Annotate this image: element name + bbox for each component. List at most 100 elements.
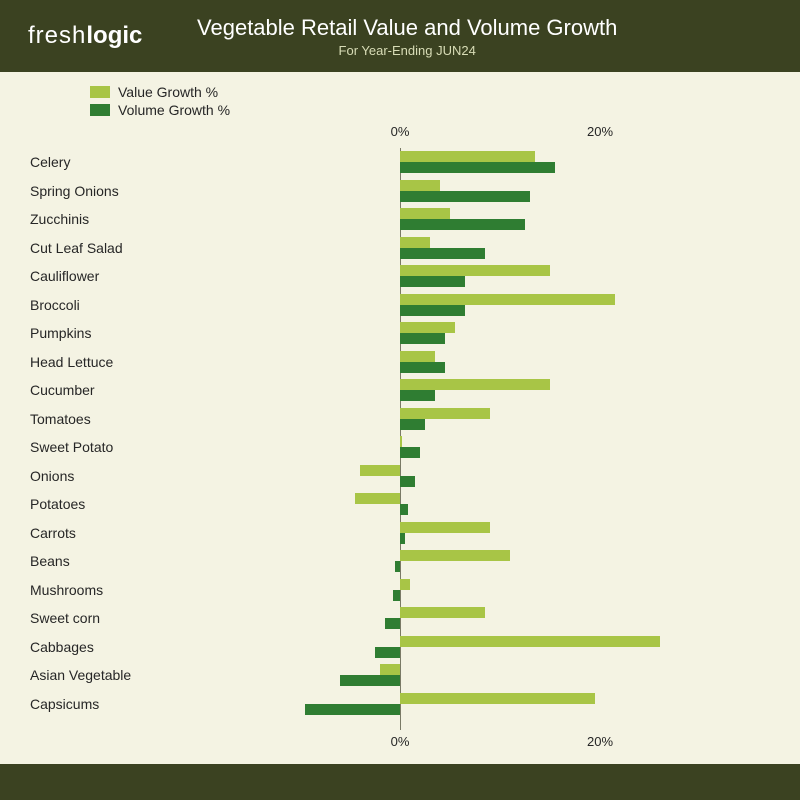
value-bar bbox=[400, 265, 550, 276]
chart-title: Vegetable Retail Value and Volume Growth bbox=[142, 15, 672, 41]
value-bar bbox=[400, 379, 550, 390]
row-bars bbox=[30, 664, 770, 686]
legend-label: Value Growth % bbox=[118, 84, 218, 100]
volume-bar bbox=[400, 276, 465, 287]
volume-bar bbox=[400, 219, 525, 230]
row-bars bbox=[30, 180, 770, 202]
value-bar bbox=[400, 693, 595, 704]
value-bar bbox=[360, 465, 400, 476]
value-bar bbox=[400, 322, 455, 333]
volume-bar bbox=[305, 704, 400, 715]
header: freshlogic Vegetable Retail Value and Vo… bbox=[0, 0, 800, 72]
volume-bar bbox=[400, 504, 408, 515]
volume-bar bbox=[395, 561, 400, 572]
row-bars bbox=[30, 493, 770, 515]
row-bars bbox=[30, 579, 770, 601]
axis-tick-label: 0% bbox=[391, 124, 410, 139]
title-block: Vegetable Retail Value and Volume Growth… bbox=[142, 15, 672, 58]
data-row: Head Lettuce bbox=[30, 348, 770, 377]
row-bars bbox=[30, 436, 770, 458]
value-bar bbox=[400, 151, 535, 162]
data-row: Capsicums bbox=[30, 690, 770, 719]
data-row: Cucumber bbox=[30, 376, 770, 405]
data-row: Broccoli bbox=[30, 291, 770, 320]
data-row: Cut Leaf Salad bbox=[30, 234, 770, 263]
volume-bar bbox=[393, 590, 400, 601]
data-row: Asian Vegetable bbox=[30, 661, 770, 690]
row-bars bbox=[30, 151, 770, 173]
volume-bar bbox=[400, 476, 415, 487]
row-bars bbox=[30, 294, 770, 316]
row-bars bbox=[30, 636, 770, 658]
value-bar bbox=[400, 550, 510, 561]
volume-bar bbox=[400, 390, 435, 401]
volume-bar bbox=[400, 447, 420, 458]
axis-bottom: 0% 20% bbox=[30, 734, 770, 754]
value-bar bbox=[380, 664, 400, 675]
footer-bar bbox=[0, 764, 800, 800]
data-row: Mushrooms bbox=[30, 576, 770, 605]
row-bars bbox=[30, 208, 770, 230]
brand-logo: freshlogic bbox=[28, 22, 142, 50]
axis-tick-label: 0% bbox=[391, 734, 410, 749]
value-bar bbox=[400, 237, 430, 248]
data-row: Sweet corn bbox=[30, 604, 770, 633]
data-row: Zucchinis bbox=[30, 205, 770, 234]
volume-bar bbox=[340, 675, 400, 686]
row-bars bbox=[30, 550, 770, 572]
brand-light: fresh bbox=[28, 22, 86, 49]
data-row: Potatoes bbox=[30, 490, 770, 519]
brand-bold: logic bbox=[86, 22, 142, 49]
data-row: Carrots bbox=[30, 519, 770, 548]
value-bar bbox=[400, 208, 450, 219]
data-row: Cabbages bbox=[30, 633, 770, 662]
row-bars bbox=[30, 237, 770, 259]
volume-bar bbox=[400, 248, 485, 259]
row-bars bbox=[30, 465, 770, 487]
row-bars bbox=[30, 522, 770, 544]
row-bars bbox=[30, 351, 770, 373]
value-bar bbox=[400, 579, 410, 590]
chart-area: CelerySpring OnionsZucchinisCut Leaf Sal… bbox=[30, 148, 770, 730]
volume-bar bbox=[400, 305, 465, 316]
value-bar bbox=[400, 436, 402, 447]
data-row: Onions bbox=[30, 462, 770, 491]
row-bars bbox=[30, 408, 770, 430]
volume-bar bbox=[400, 191, 530, 202]
data-row: Cauliflower bbox=[30, 262, 770, 291]
value-bar bbox=[400, 408, 490, 419]
legend-swatch bbox=[90, 86, 110, 98]
volume-bar bbox=[375, 647, 400, 658]
row-bars bbox=[30, 322, 770, 344]
chart-subtitle: For Year-Ending JUN24 bbox=[142, 43, 672, 58]
data-row: Pumpkins bbox=[30, 319, 770, 348]
axis-tick-label: 20% bbox=[587, 734, 613, 749]
data-row: Celery bbox=[30, 148, 770, 177]
value-bar bbox=[400, 607, 485, 618]
row-bars bbox=[30, 693, 770, 715]
legend-item: Value Growth % bbox=[90, 84, 800, 100]
value-bar bbox=[355, 493, 400, 504]
value-bar bbox=[400, 351, 435, 362]
legend: Value Growth % Volume Growth % bbox=[0, 72, 800, 124]
row-bars bbox=[30, 607, 770, 629]
volume-bar bbox=[400, 162, 555, 173]
axis-tick-label: 20% bbox=[587, 124, 613, 139]
legend-label: Volume Growth % bbox=[118, 102, 230, 118]
data-row: Spring Onions bbox=[30, 177, 770, 206]
value-bar bbox=[400, 180, 440, 191]
data-row: Beans bbox=[30, 547, 770, 576]
legend-swatch bbox=[90, 104, 110, 116]
value-bar bbox=[400, 294, 615, 305]
volume-bar bbox=[400, 419, 425, 430]
row-bars bbox=[30, 265, 770, 287]
volume-bar bbox=[400, 362, 445, 373]
data-row: Sweet Potato bbox=[30, 433, 770, 462]
volume-bar bbox=[385, 618, 400, 629]
volume-bar bbox=[400, 533, 405, 544]
value-bar bbox=[400, 522, 490, 533]
chart-frame: freshlogic Vegetable Retail Value and Vo… bbox=[0, 0, 800, 800]
value-bar bbox=[400, 636, 660, 647]
data-row: Tomatoes bbox=[30, 405, 770, 434]
volume-bar bbox=[400, 333, 445, 344]
